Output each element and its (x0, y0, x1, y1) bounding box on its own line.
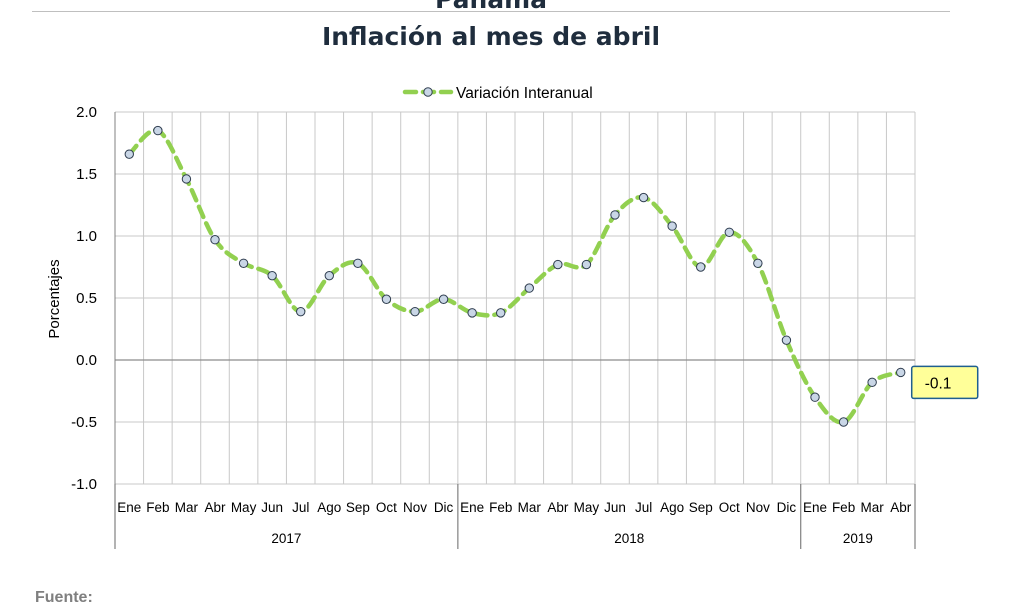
data-point (753, 258, 763, 268)
data-point (267, 270, 277, 281)
data-point (296, 306, 306, 317)
data-point (696, 262, 706, 272)
x-tick-label: May (574, 500, 600, 515)
x-tick-label: Ene (460, 500, 484, 515)
data-point (667, 221, 677, 231)
data-point (467, 308, 477, 318)
data-point (381, 294, 392, 304)
y-tick-label: 0.0 (76, 352, 97, 369)
data-label-box (910, 365, 979, 400)
grid (115, 111, 916, 485)
y-axis-title: Porcentajes (46, 259, 63, 338)
y-tick-label: 0.5 (76, 290, 97, 307)
axes: -1.0 -0.5 0.0 0.5 1.0 1.5 2.0 Porcentajes Ene Feb… (46, 104, 916, 549)
cut-off-title: Panamá (0, 0, 982, 14)
data-point (181, 174, 192, 184)
data-point (581, 259, 592, 270)
series-markers (124, 125, 906, 427)
x-tick-label: Sep (689, 500, 713, 515)
y-tick-label: -0.5 (71, 414, 97, 431)
y-tick-label: 1.5 (76, 166, 97, 183)
data-point (638, 192, 649, 203)
x-tick-label: Feb (832, 500, 855, 515)
x-tick-label: Nov (403, 500, 427, 515)
data-point (553, 259, 563, 270)
data-label-text: -0.1 (925, 375, 952, 392)
x-tick-label: Ago (660, 500, 684, 515)
series-line-path (127, 128, 903, 425)
x-tick-label: Mar (518, 500, 542, 515)
x-tick-label: Ago (317, 500, 341, 515)
x-tick-label: Sep (346, 500, 370, 515)
data-point (153, 125, 163, 136)
data-point (838, 417, 849, 427)
x-tick-label: Oct (719, 500, 740, 515)
data-point (496, 308, 506, 318)
x-tick-label: Oct (376, 500, 397, 515)
x-tick-label: Jul (635, 500, 652, 515)
x-tick-label: Jul (292, 500, 309, 515)
data-point (324, 270, 334, 281)
chart-title: Inflación al mes de abril (321, 22, 661, 51)
top-rule (32, 11, 950, 12)
x-tick-label: Ene (117, 500, 141, 515)
x-tick-label: Jun (261, 500, 283, 515)
x-tick-label: May (231, 500, 257, 515)
data-point (896, 367, 906, 378)
x-tick-label: Dic (434, 500, 454, 515)
x-tick-label: Nov (746, 500, 770, 515)
data-point (867, 377, 877, 388)
y-tick-label: 1.0 (76, 228, 97, 245)
data-point (353, 258, 363, 268)
x-tick-label: Dic (777, 500, 797, 515)
x-tick-label: Ene (803, 500, 827, 515)
year-group-label: 2019 (843, 531, 873, 546)
source-label: Fuente: (35, 589, 93, 606)
legend-label: Variación Interanual (456, 85, 593, 102)
legend: Variación Interanual (402, 85, 593, 102)
data-point (124, 149, 134, 159)
data-point (210, 235, 220, 245)
x-tick-label: Abr (204, 500, 226, 515)
data-point (781, 335, 792, 345)
year-group-label: 2017 (271, 531, 301, 546)
data-point (410, 306, 420, 317)
x-tick-label: Abr (547, 500, 569, 515)
x-tick-label: Feb (489, 500, 512, 515)
y-tick-label: -1.0 (71, 476, 97, 493)
x-tick-label: Feb (146, 500, 169, 515)
data-point (238, 258, 249, 268)
data-point (810, 392, 820, 402)
data-point (610, 210, 620, 220)
data-point (724, 227, 734, 237)
y-tick-label: 2.0 (76, 104, 97, 121)
data-point (438, 294, 449, 304)
year-group-label: 2018 (614, 531, 644, 546)
data-label: -0.1 (910, 365, 979, 400)
x-tick-label: Mar (175, 500, 199, 515)
x-tick-label: Jun (604, 500, 626, 515)
data-point (524, 283, 534, 293)
x-tick-label: Mar (861, 500, 885, 515)
x-tick-label: Abr (890, 500, 912, 515)
series-line (127, 128, 903, 425)
legend-marker (423, 87, 433, 97)
